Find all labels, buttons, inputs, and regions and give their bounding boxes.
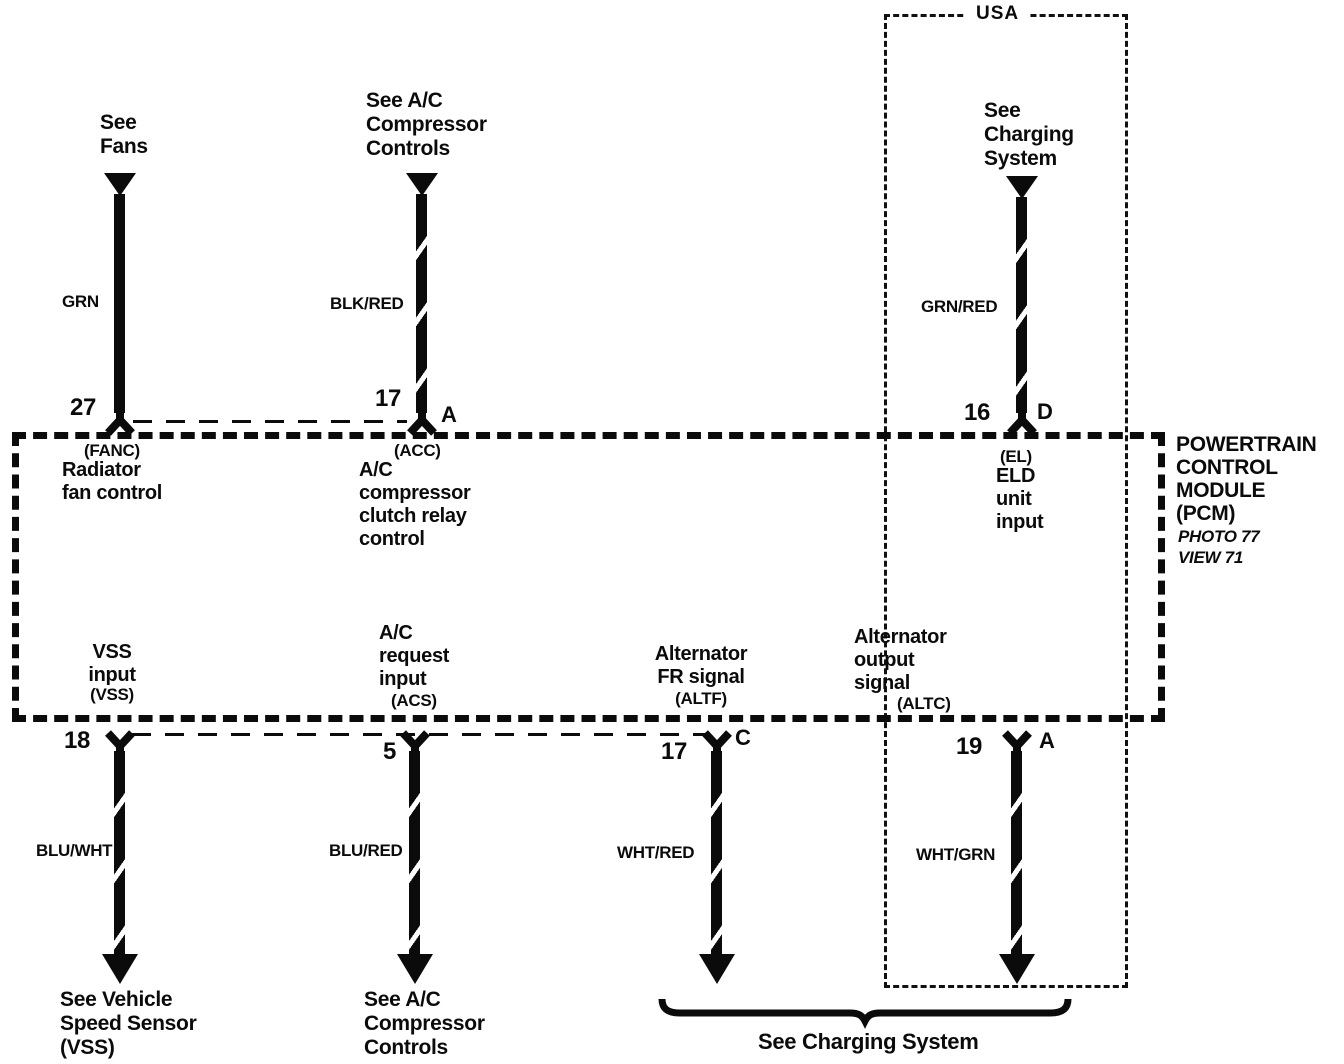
connector-row-line [133,420,407,423]
arrow-down-icon [406,173,438,196]
pin-number: 5 [383,738,397,765]
brace-label: See Charging System [758,1029,979,1054]
terminal-letter: A [441,402,457,427]
wire-grn [114,194,125,413]
terminal-letter: A [1039,728,1055,753]
signal-abbr-label: (FANC) [84,441,140,460]
connector-fork-icon [1007,411,1037,436]
signal-abbr-label: (ALTC) [897,694,951,713]
signal-abbr-label: (EL) [1000,447,1032,466]
wire-blu-red [409,751,420,956]
wire-color-label: GRN [62,292,99,311]
pin-number: 16 [964,399,991,426]
arrow-down-icon [1006,176,1038,199]
signal-abbr-label: (ACC) [394,441,441,460]
signal-abbr-label: (VSS) [90,685,134,704]
destination-label: See Fans [100,111,148,158]
connector-fork-icon [407,411,437,436]
wire-color-label: WHT/GRN [916,845,996,864]
wire-color-label: WHT/RED [617,843,695,862]
wire-grn-red [1016,197,1027,413]
signal-label: Radiator fan control [62,459,163,504]
wire-blu-wht [114,751,125,956]
wire-blk-red [416,194,427,413]
wire-wht-grn [1011,751,1022,956]
pin-number: 19 [956,733,983,760]
wire-color-label: BLU/WHT [36,841,113,860]
arrow-down-icon [104,173,136,196]
pcm-photo-ref: PHOTO 77 [1178,527,1260,546]
destination-label: See A/C Compressor Controls [364,988,485,1059]
destination-label: See Charging System [984,99,1074,170]
destination-label: See Vehicle Speed Sensor (VSS) [60,988,197,1059]
arrow-down-icon [999,954,1035,984]
signal-label: Alternator FR signal [654,643,748,688]
terminal-letter: D [1037,399,1053,424]
signal-label: A/C request input [379,622,450,690]
wire-wht-red [711,751,722,956]
terminal-letter: C [735,725,751,750]
destination-label: See A/C Compressor Controls [366,89,487,160]
signal-abbr-label: (ALTF) [675,689,727,708]
pcm-view-ref: VIEW 71 [1178,548,1243,567]
signal-label: Alternator output signal [854,626,947,694]
arrow-down-icon [397,954,433,984]
signal-label: VSS input [88,641,136,686]
signal-abbr-label: (ACS) [391,691,437,710]
pcm-title: POWERTRAIN CONTROL MODULE (PCM) [1176,433,1317,525]
pin-number: 27 [70,394,97,421]
arrow-down-icon [102,954,138,984]
charging-system-brace [658,998,1072,1029]
pcm-box [12,432,1165,722]
wire-color-label: BLK/RED [330,294,404,313]
wire-color-label: GRN/RED [921,297,998,316]
pin-number: 18 [64,727,91,754]
pin-number: 17 [375,385,402,412]
connector-row-line [132,733,706,736]
signal-label: ELD unit input [996,465,1044,533]
usa-region-label: USA [966,2,1030,25]
arrow-down-icon [699,954,735,984]
signal-label: A/C compressor clutch relay control [359,459,471,550]
pin-number: 17 [661,738,688,765]
wire-color-label: BLU/RED [329,841,403,860]
connector-fork-icon [105,411,135,436]
